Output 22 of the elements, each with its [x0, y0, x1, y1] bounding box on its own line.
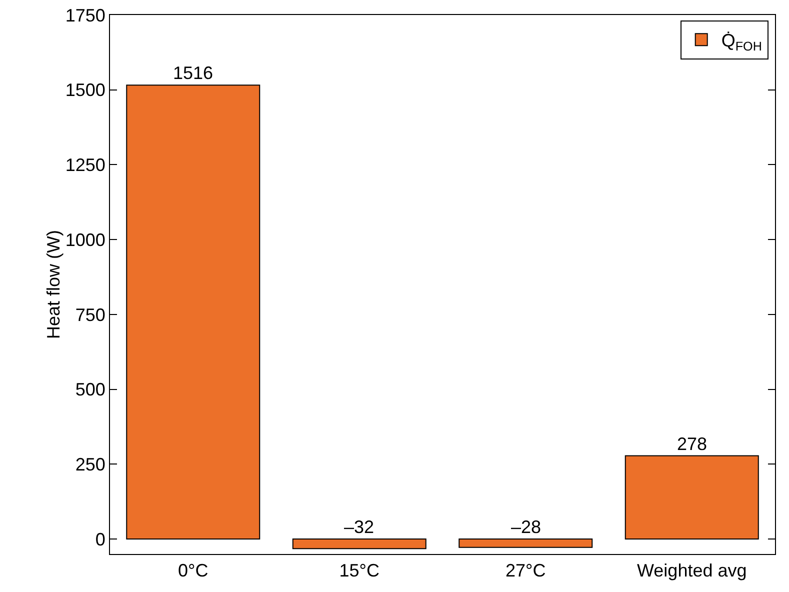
y-tick-label: 0 — [95, 529, 106, 550]
x-tick-label: 15°C — [339, 560, 380, 581]
y-axis-title: Heat flow (W) — [43, 230, 64, 340]
y-tick-label: 1000 — [65, 230, 106, 250]
y-tick-label: 1500 — [65, 80, 106, 100]
x-tick-label: 0°C — [178, 560, 208, 581]
y-tick-label: 250 — [75, 454, 106, 474]
x-tick-label: Weighted avg — [637, 560, 747, 581]
data-label: –32 — [344, 517, 374, 537]
data-label: 1516 — [173, 63, 214, 83]
legend-label: Q̇$_{FOH}$ — [721, 30, 762, 54]
data-label: 278 — [677, 434, 708, 454]
x-tick-label: 27°C — [506, 560, 546, 581]
bar — [624, 455, 759, 540]
y-tick-label: 750 — [75, 304, 106, 325]
bar — [292, 538, 426, 550]
bar — [458, 538, 593, 548]
y-tick-label: 1250 — [65, 155, 106, 176]
y-tick-label: 1750 — [65, 5, 106, 26]
bar — [126, 84, 260, 540]
data-label: –28 — [511, 517, 542, 537]
y-tick-label: 500 — [75, 380, 106, 400]
